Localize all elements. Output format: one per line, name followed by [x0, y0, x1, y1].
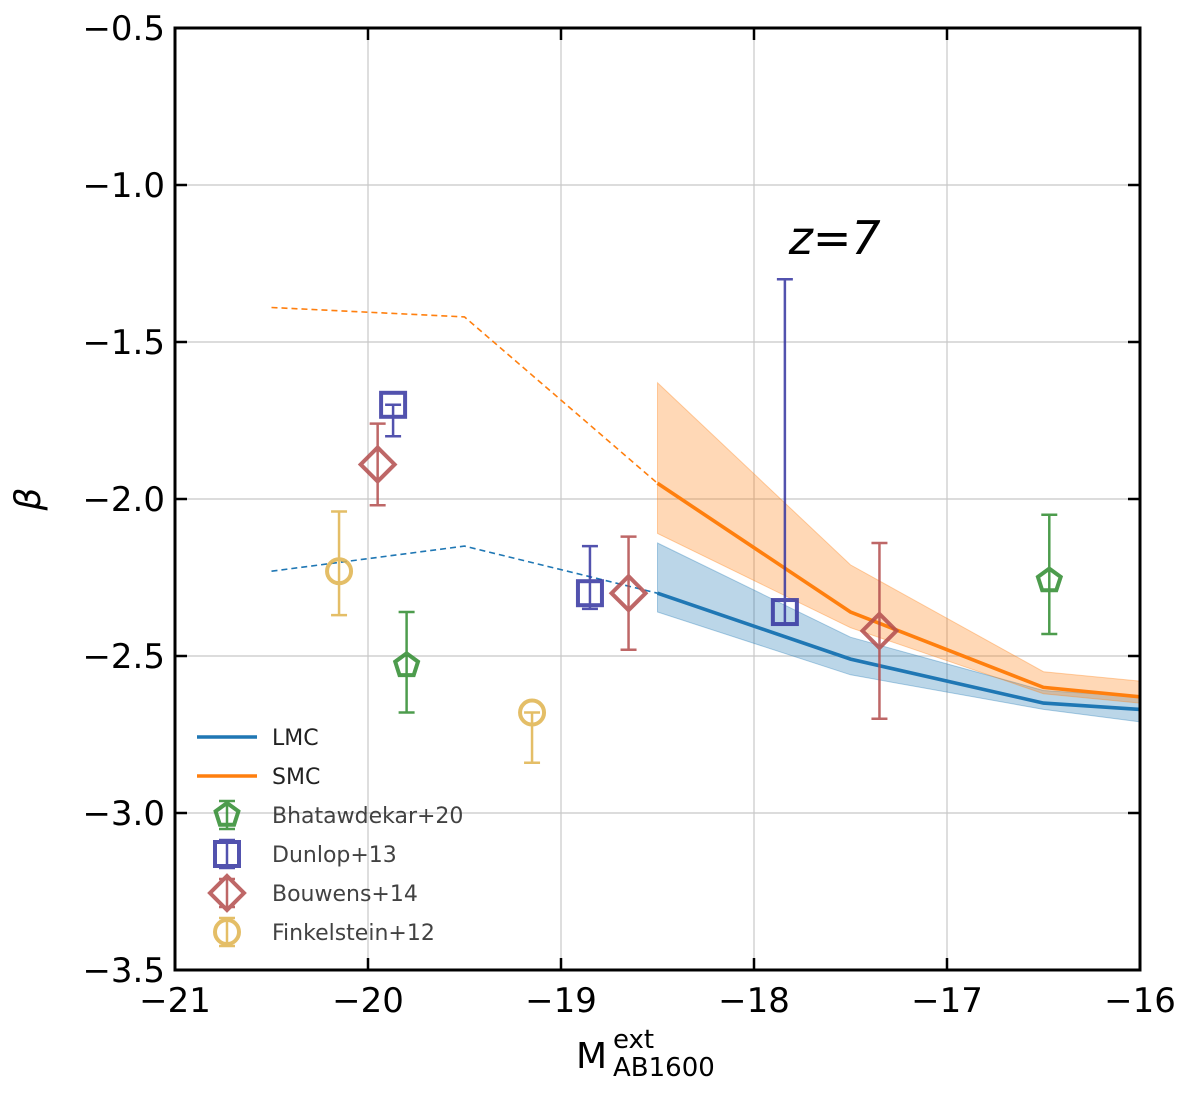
bouwens-14-point — [357, 422, 398, 507]
legend-label-smc: SMC — [272, 765, 320, 790]
legend-label-lmc: LMC — [272, 726, 319, 751]
bhatawdekar-20-error-bar — [1041, 513, 1058, 636]
bhatawdekar-20-point — [392, 610, 421, 714]
dunlop-13-point — [379, 390, 408, 438]
y-tick-label: −1.5 — [82, 323, 165, 363]
legend-error-bar-dunlop-13 — [219, 838, 235, 870]
finkelstein-12-error-bar — [331, 510, 348, 617]
y-tick-label: −0.5 — [82, 9, 165, 49]
legend-label-dunlop-13: Dunlop+13 — [272, 843, 397, 868]
legend-label-bhatawdekar-20: Bhatawdekar+20 — [272, 804, 463, 829]
smc-dashed-line — [271, 306, 659, 484]
lmc-band — [657, 542, 1140, 723]
legend-item-lmc: LMC — [197, 726, 319, 751]
y-tick-label: −1.0 — [82, 166, 165, 206]
confidence-bands — [657, 381, 1140, 723]
smc-band — [657, 381, 1140, 704]
dunlop-13-point — [770, 277, 799, 627]
dunlop-13-marker — [575, 579, 604, 608]
x-axis-label-superscript: ext — [613, 1025, 654, 1055]
bouwens-14-error-bar — [369, 422, 386, 507]
finkelstein-12-point — [325, 510, 354, 617]
ticks: −21 −20 −19 −18 −17 −16 −3.5 −3.0 −2.5 −2.0 −1.5 −1… — [82, 9, 1175, 1021]
bouwens-14-point — [608, 535, 649, 651]
bhatawdekar-20-marker — [392, 650, 421, 678]
bouwens-14-marker — [859, 611, 900, 651]
x-tick-label: −20 — [332, 981, 404, 1021]
legend-marker-finkelstein-12 — [213, 918, 241, 946]
x-tick-label: −21 — [139, 981, 211, 1021]
x-tick-label: −16 — [1104, 981, 1176, 1021]
x-tick-label: −17 — [911, 981, 983, 1021]
y-axis-label-text: β — [8, 488, 49, 512]
bhatawdekar-20-marker — [1035, 566, 1064, 593]
legend-label-bouwens-14: Bouwens+14 — [272, 882, 418, 907]
x-axis-label-subscript: AB1600 — [613, 1053, 715, 1083]
bhatawdekar-20-error-bar — [398, 610, 415, 714]
finkelstein-12-error-bar — [524, 711, 541, 765]
legend-item-finkelstein-12: Finkelstein+12 — [213, 916, 435, 948]
bouwens-14-error-bar — [871, 541, 888, 721]
legend-marker-dunlop-13 — [213, 840, 241, 868]
x-axis-label-main: M — [576, 1036, 607, 1077]
legend-item-bouwens-14: Bouwens+14 — [207, 873, 418, 913]
finkelstein-12-marker — [518, 698, 547, 727]
dunlop-13-point — [575, 544, 604, 611]
x-tick-label: −18 — [718, 981, 790, 1021]
dunlop-13-marker — [379, 390, 408, 419]
dunlop-13-error-bar — [581, 544, 598, 611]
bouwens-14-marker — [357, 444, 398, 485]
dunlop-13-error-bar — [385, 403, 402, 438]
legend-item-bhatawdekar-20: Bhatawdekar+20 — [213, 799, 463, 831]
finkelstein-12-point — [518, 698, 547, 765]
x-tick-label: −19 — [525, 981, 597, 1021]
data-points — [325, 277, 1064, 765]
lmc-dashed-line — [271, 545, 658, 594]
legend-item-smc: SMC — [197, 765, 320, 790]
bouwens-14-error-bar — [620, 535, 637, 651]
smc-line — [656, 481, 1140, 699]
legend-label-finkelstein-12: Finkelstein+12 — [272, 921, 435, 946]
legend-marker-bouwens-14 — [207, 873, 247, 913]
bhatawdekar-20-point — [1035, 513, 1064, 636]
redshift-annotation: z=7 — [788, 211, 881, 265]
legend-item-dunlop-13: Dunlop+13 — [213, 838, 397, 870]
bouwens-14-point — [859, 541, 900, 721]
finkelstein-12-marker — [325, 557, 354, 586]
y-tick-label: −3.5 — [82, 951, 165, 991]
y-axis-label: β — [8, 488, 49, 512]
y-tick-label: −2.0 — [82, 480, 165, 520]
bouwens-14-marker — [608, 573, 649, 614]
legend: LMC SMC Bhatawdekar+20 Dunlop+13 Bouwens+14 F… — [197, 726, 463, 948]
legend-marker-bhatawdekar-20 — [213, 800, 241, 827]
y-tick-label: −2.5 — [82, 637, 165, 677]
lmc-line — [656, 591, 1140, 712]
dunlop-13-marker — [770, 598, 799, 627]
y-tick-label: −3.0 — [82, 794, 165, 834]
model-lines — [271, 306, 1140, 712]
